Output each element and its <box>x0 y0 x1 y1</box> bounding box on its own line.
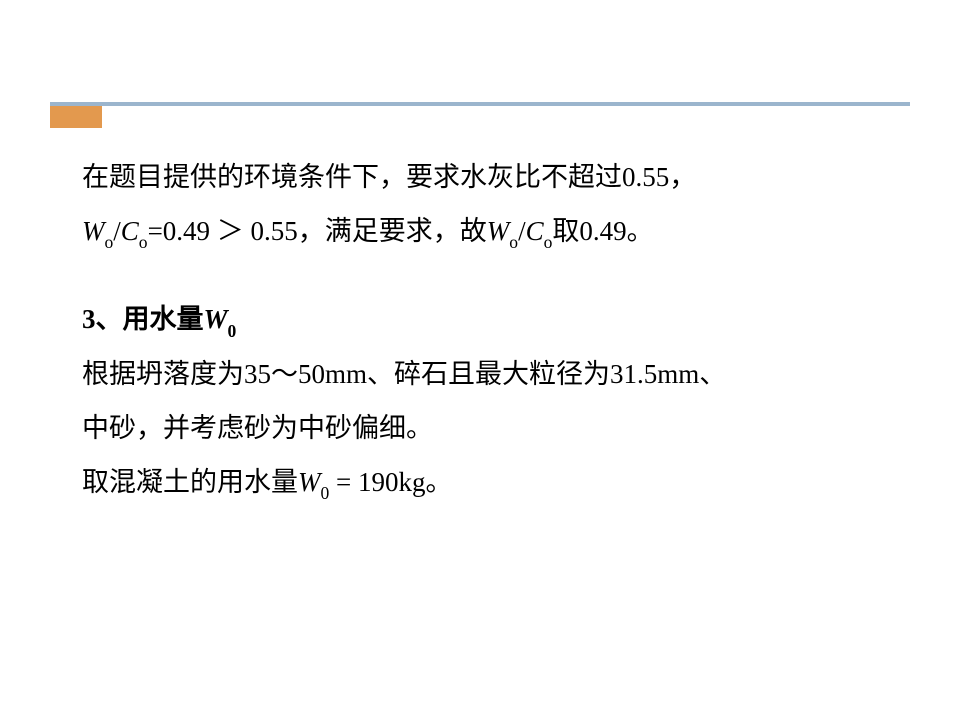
equation: = 190kg <box>329 467 425 497</box>
symbol-W: W <box>82 216 105 246</box>
subscript-o: o <box>139 232 148 252</box>
slide-body: 在题目提供的环境条件下，要求水灰比不超过0.55， Wo/Co=0.49 ＞ 0… <box>82 150 892 509</box>
paragraph-4: 中砂，并考虑砂为中砂偏细。 <box>82 401 892 455</box>
text: 、碎石且最大粒径为 <box>367 359 610 389</box>
symbol-W: W <box>204 304 228 334</box>
symbol-C: C <box>526 216 544 246</box>
slash: / <box>113 216 121 246</box>
value: 35～50mm <box>244 359 367 389</box>
text: 取 <box>552 216 579 246</box>
subscript-0: 0 <box>321 483 330 503</box>
text: 取混凝土的用水量 <box>82 467 298 497</box>
heading-3: 3、用水量W0 <box>82 292 892 346</box>
paragraph-2: Wo/Co=0.49 ＞ 0.55，满足要求，故Wo/Co取0.49。 <box>82 204 892 258</box>
paragraph-3: 根据坍落度为35～50mm、碎石且最大粒径为31.5mm、 <box>82 347 892 401</box>
subscript-o: o <box>509 232 518 252</box>
subscript-o: o <box>544 232 553 252</box>
heading-title: 用水量 <box>123 304 204 334</box>
value: 31.5mm <box>610 359 699 389</box>
equation: =0.49 ＞ 0.55 <box>148 216 298 246</box>
paragraph-5: 取混凝土的用水量W0 = 190kg。 <box>82 455 892 509</box>
spacer <box>82 258 892 292</box>
text: 在题目提供的环境条件下，要求水灰比不超过 <box>82 162 622 192</box>
slash: / <box>518 216 526 246</box>
text: ，满足要求，故 <box>298 216 487 246</box>
symbol-W: W <box>298 467 321 497</box>
paragraph-1: 在题目提供的环境条件下，要求水灰比不超过0.55， <box>82 150 892 204</box>
heading-number: 3 <box>82 304 96 334</box>
symbol-W: W <box>487 216 510 246</box>
symbol-C: C <box>121 216 139 246</box>
header-rule <box>50 102 910 106</box>
text: 根据坍落度为 <box>82 359 244 389</box>
subscript-o: o <box>105 232 114 252</box>
subscript-0: 0 <box>228 321 237 341</box>
accent-block <box>50 106 102 128</box>
text: ， <box>669 162 696 192</box>
text: 、 <box>699 359 726 389</box>
value: 0.55 <box>622 162 669 192</box>
text: 中砂，并考虑砂为中砂偏细。 <box>82 413 433 443</box>
text: 。 <box>627 216 654 246</box>
heading-sep: 、 <box>96 304 123 334</box>
text: 。 <box>426 467 453 497</box>
value: 0.49 <box>579 216 626 246</box>
